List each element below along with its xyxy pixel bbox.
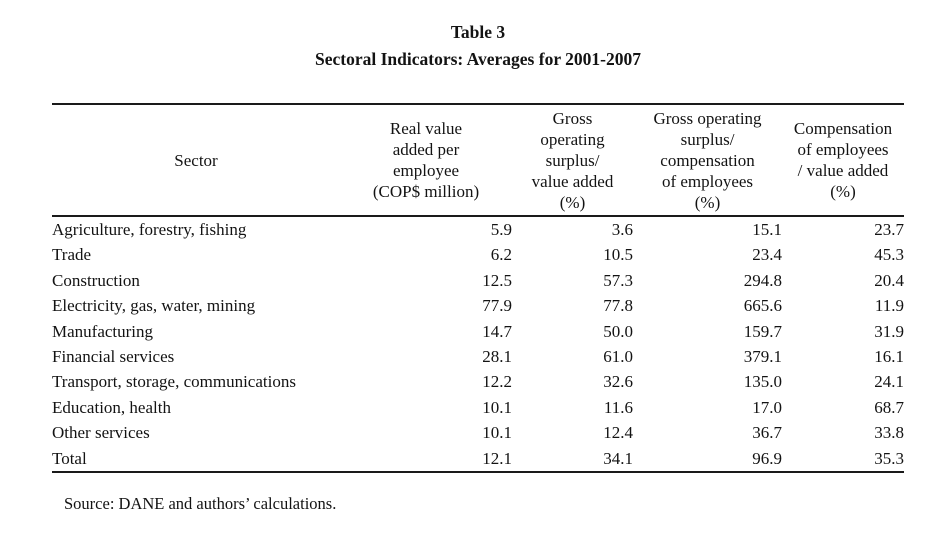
value-cell: 6.2 [490, 245, 512, 265]
table-title: Sectoral Indicators: Averages for 2001-2… [315, 49, 641, 69]
value-cell: 159.7 [743, 321, 782, 341]
table-row: Agriculture, forestry, fishing 5.9 3.6 1… [52, 216, 904, 242]
value-cell: 36.7 [752, 423, 782, 443]
value-cell: 5.9 [490, 220, 512, 239]
value-cell: 14.7 [482, 321, 512, 341]
total-label-cell: Total [52, 445, 340, 474]
value-cell: 15.1 [752, 220, 782, 239]
sector-cell: Construction [52, 270, 140, 290]
table-row: Construction 12.5 57.3 294.8 20.4 [52, 268, 904, 293]
sectoral-indicators-table: Sector Real value added per employee (CO… [52, 103, 904, 474]
value-cell: 379.1 [743, 347, 782, 367]
value-cell: 665.6 [743, 296, 782, 316]
value-cell: 68.7 [874, 397, 904, 417]
table-row: Trade 6.2 10.5 23.4 45.3 [52, 242, 904, 267]
value-cell: 61.0 [603, 347, 633, 367]
value-cell: 10.5 [603, 245, 633, 265]
value-cell: 12.4 [603, 423, 633, 443]
value-cell: 23.7 [874, 220, 904, 239]
value-cell: 17.0 [752, 397, 782, 417]
total-value-cell: 35.3 [782, 445, 904, 474]
total-value-cell: 96.9 [633, 445, 782, 474]
value-cell: 31.9 [874, 321, 904, 341]
column-header-gos-value-added: Gross operating surplus/ value added (%) [512, 103, 633, 217]
table-caption: Table 3 Sectoral Indicators: Averages fo… [52, 19, 904, 73]
sector-cell: Education, health [52, 397, 171, 417]
column-header-sector: Sector [52, 103, 340, 217]
value-cell: 10.1 [482, 397, 512, 417]
value-cell: 23.4 [752, 245, 782, 265]
value-cell: 135.0 [743, 372, 782, 392]
header-row: Sector Real value added per employee (CO… [52, 103, 904, 217]
sector-cell: Trade [52, 245, 92, 265]
sector-cell: Electricity, gas, water, mining [52, 296, 256, 316]
sector-cell: Other services [52, 423, 150, 443]
total-row: Total 12.1 34.1 96.9 35.3 [52, 445, 904, 474]
value-cell: 16.1 [874, 347, 904, 367]
table-row: Transport, storage, communications 12.2 … [52, 369, 904, 394]
value-cell: 20.4 [874, 270, 904, 290]
value-cell: 294.8 [743, 270, 782, 290]
value-cell: 57.3 [603, 270, 633, 290]
table-row: Manufacturing 14.7 50.0 159.7 31.9 [52, 319, 904, 344]
value-cell: 12.2 [482, 372, 512, 392]
value-cell: 3.6 [611, 220, 633, 239]
value-cell: 77.9 [482, 296, 512, 316]
value-cell: 12.5 [482, 270, 512, 290]
value-cell: 32.6 [603, 372, 633, 392]
sector-cell: Transport, storage, communications [52, 372, 296, 392]
sector-cell: Agriculture, forestry, fishing [52, 220, 247, 239]
sector-cell: Manufacturing [52, 321, 154, 341]
source-note: Source: DANE and authors’ calculations. [64, 494, 337, 513]
column-header-real-value-added: Real value added per employee (COP$ mill… [340, 103, 512, 217]
value-cell: 11.9 [874, 296, 904, 316]
total-value-cell: 34.1 [512, 445, 633, 474]
table-row: Other services 10.1 12.4 36.7 33.8 [52, 420, 904, 445]
value-cell: 45.3 [874, 245, 904, 265]
value-cell: 24.1 [874, 372, 904, 392]
table-row: Education, health 10.1 11.6 17.0 68.7 [52, 395, 904, 420]
value-cell: 77.8 [603, 296, 633, 316]
column-header-compensation-value-added: Compensation of employees / value added … [782, 103, 904, 217]
sector-cell: Financial services [52, 347, 175, 367]
value-cell: 50.0 [603, 321, 633, 341]
column-header-gos-compensation: Gross operating surplus/ compensation of… [633, 103, 782, 217]
table-number: Table 3 [450, 22, 506, 42]
table-row: Electricity, gas, water, mining 77.9 77.… [52, 293, 904, 318]
total-value-cell: 12.1 [340, 445, 512, 474]
value-cell: 11.6 [603, 397, 633, 417]
table-row: Financial services 28.1 61.0 379.1 16.1 [52, 344, 904, 369]
value-cell: 33.8 [874, 423, 904, 443]
value-cell: 10.1 [482, 423, 512, 443]
value-cell: 28.1 [482, 347, 512, 367]
